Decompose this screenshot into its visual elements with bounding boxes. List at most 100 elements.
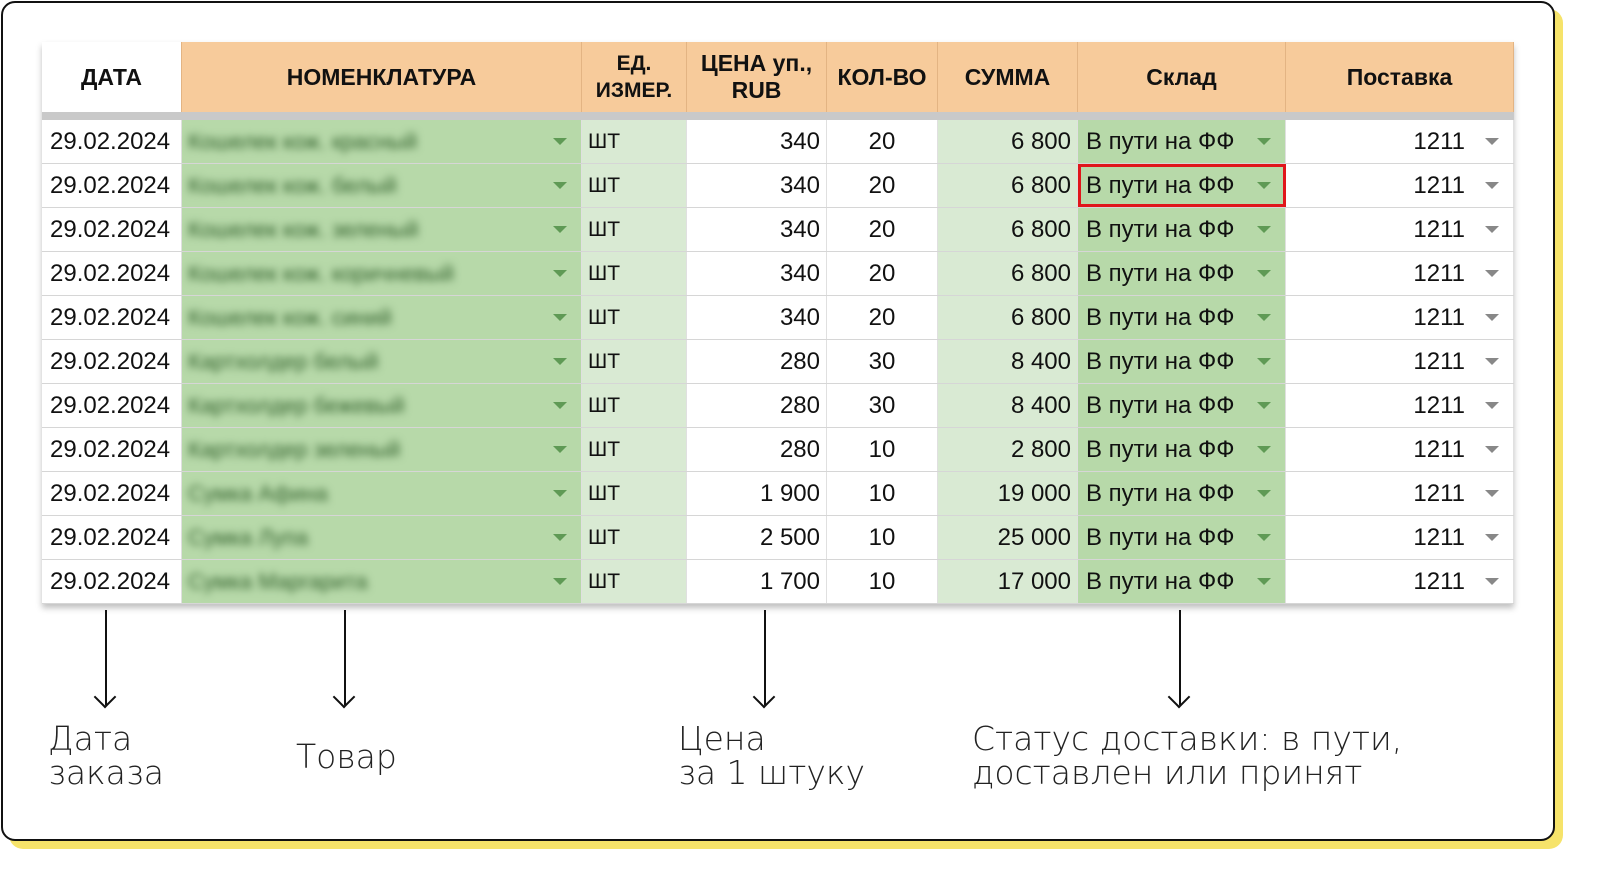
cell-unit[interactable]: ШТ [582,516,687,559]
cell-nomenclature[interactable]: Кошелек кож. белый [182,164,582,207]
dropdown-arrow-icon[interactable] [553,314,567,321]
cell-price[interactable]: 340 [687,252,827,295]
dropdown-arrow-icon[interactable] [1257,138,1271,145]
dropdown-arrow-icon[interactable] [1485,314,1499,321]
cell-warehouse[interactable]: В пути на ФФ [1078,472,1286,515]
cell-sum[interactable]: 19 000 [938,472,1078,515]
cell-unit[interactable]: ШТ [582,296,687,339]
cell-nomenclature[interactable]: Картхолдер зеленый [182,428,582,471]
cell-price[interactable]: 340 [687,164,827,207]
cell-sum[interactable]: 2 800 [938,428,1078,471]
cell-unit[interactable]: ШТ [582,164,687,207]
cell-price[interactable]: 1 700 [687,560,827,603]
dropdown-arrow-icon[interactable] [1257,490,1271,497]
cell-warehouse[interactable]: В пути на ФФ [1078,208,1286,251]
cell-nomenclature[interactable]: Картхолдер бежевый [182,384,582,427]
dropdown-arrow-icon[interactable] [553,182,567,189]
dropdown-arrow-icon[interactable] [553,490,567,497]
cell-qty[interactable]: 30 [827,384,938,427]
dropdown-arrow-icon[interactable] [1257,578,1271,585]
cell-date[interactable]: 29.02.2024 [42,340,182,383]
cell-price[interactable]: 280 [687,340,827,383]
dropdown-arrow-icon[interactable] [1485,270,1499,277]
cell-qty[interactable]: 20 [827,252,938,295]
dropdown-arrow-icon[interactable] [1485,138,1499,145]
dropdown-arrow-icon[interactable] [1485,446,1499,453]
cell-unit[interactable]: ШТ [582,340,687,383]
cell-date[interactable]: 29.02.2024 [42,560,182,603]
cell-delivery[interactable]: 1211 [1286,252,1514,295]
dropdown-arrow-icon[interactable] [553,578,567,585]
cell-price[interactable]: 340 [687,120,827,163]
dropdown-arrow-icon[interactable] [553,270,567,277]
dropdown-arrow-icon[interactable] [553,358,567,365]
cell-qty[interactable]: 10 [827,472,938,515]
cell-sum[interactable]: 25 000 [938,516,1078,559]
dropdown-arrow-icon[interactable] [1257,358,1271,365]
cell-unit[interactable]: ШТ [582,252,687,295]
cell-warehouse[interactable]: В пути на ФФ [1078,252,1286,295]
cell-qty[interactable]: 20 [827,208,938,251]
cell-nomenclature[interactable]: Сумка Лупа [182,516,582,559]
cell-delivery[interactable]: 1211 [1286,120,1514,163]
cell-price[interactable]: 1 900 [687,472,827,515]
dropdown-arrow-icon[interactable] [553,226,567,233]
cell-date[interactable]: 29.02.2024 [42,208,182,251]
cell-nomenclature[interactable]: Кошелек кож. коричневый [182,252,582,295]
dropdown-arrow-icon[interactable] [1485,490,1499,497]
cell-price[interactable]: 280 [687,384,827,427]
cell-price[interactable]: 340 [687,208,827,251]
dropdown-arrow-icon[interactable] [1257,226,1271,233]
cell-nomenclature[interactable]: Сумка Афина [182,472,582,515]
dropdown-arrow-icon[interactable] [1257,534,1271,541]
cell-nomenclature[interactable]: Кошелек кож. зеленый [182,208,582,251]
cell-warehouse[interactable]: В пути на ФФ [1078,120,1286,163]
cell-qty[interactable]: 10 [827,560,938,603]
dropdown-arrow-icon[interactable] [553,446,567,453]
dropdown-arrow-icon[interactable] [1257,446,1271,453]
dropdown-arrow-icon[interactable] [1485,578,1499,585]
dropdown-arrow-icon[interactable] [1257,182,1271,189]
cell-sum[interactable]: 8 400 [938,340,1078,383]
cell-sum[interactable]: 6 800 [938,120,1078,163]
cell-qty[interactable]: 10 [827,516,938,559]
dropdown-arrow-icon[interactable] [1485,534,1499,541]
cell-qty[interactable]: 10 [827,428,938,471]
cell-sum[interactable]: 17 000 [938,560,1078,603]
cell-delivery[interactable]: 1211 [1286,384,1514,427]
cell-warehouse[interactable]: В пути на ФФ [1078,516,1286,559]
cell-nomenclature[interactable]: Картхолдер белый [182,340,582,383]
dropdown-arrow-icon[interactable] [1485,402,1499,409]
cell-delivery[interactable]: 1211 [1286,164,1514,207]
cell-unit[interactable]: ШТ [582,120,687,163]
cell-sum[interactable]: 6 800 [938,296,1078,339]
cell-unit[interactable]: ШТ [582,208,687,251]
cell-date[interactable]: 29.02.2024 [42,296,182,339]
dropdown-arrow-icon[interactable] [1485,182,1499,189]
cell-date[interactable]: 29.02.2024 [42,472,182,515]
cell-sum[interactable]: 6 800 [938,252,1078,295]
cell-qty[interactable]: 20 [827,296,938,339]
cell-price[interactable]: 280 [687,428,827,471]
cell-unit[interactable]: ШТ [582,428,687,471]
cell-nomenclature[interactable]: Сумка Маргарита [182,560,582,603]
cell-warehouse[interactable]: В пути на ФФ [1078,340,1286,383]
cell-nomenclature[interactable]: Кошелек кож. красный [182,120,582,163]
dropdown-arrow-icon[interactable] [553,402,567,409]
cell-delivery[interactable]: 1211 [1286,428,1514,471]
cell-warehouse[interactable]: В пути на ФФ [1078,428,1286,471]
cell-warehouse[interactable]: В пути на ФФ [1078,164,1286,207]
cell-warehouse[interactable]: В пути на ФФ [1078,560,1286,603]
cell-delivery[interactable]: 1211 [1286,296,1514,339]
cell-date[interactable]: 29.02.2024 [42,428,182,471]
cell-delivery[interactable]: 1211 [1286,516,1514,559]
cell-delivery[interactable]: 1211 [1286,472,1514,515]
cell-unit[interactable]: ШТ [582,472,687,515]
cell-sum[interactable]: 6 800 [938,164,1078,207]
cell-nomenclature[interactable]: Кошелек кож. синий [182,296,582,339]
cell-unit[interactable]: ШТ [582,560,687,603]
cell-delivery[interactable]: 1211 [1286,208,1514,251]
cell-warehouse[interactable]: В пути на ФФ [1078,296,1286,339]
dropdown-arrow-icon[interactable] [1485,226,1499,233]
cell-unit[interactable]: ШТ [582,384,687,427]
